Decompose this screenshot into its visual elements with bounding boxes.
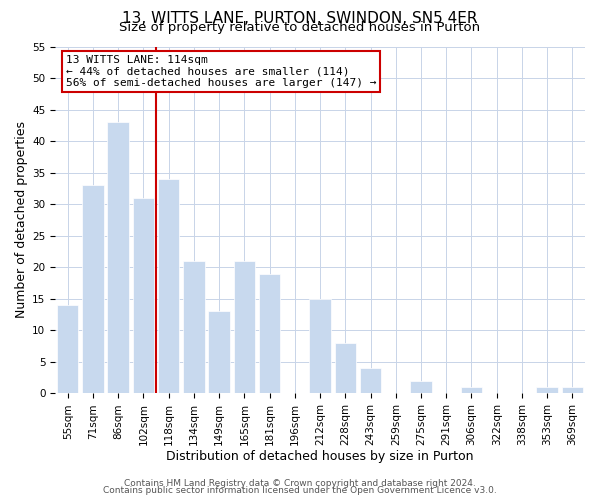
Bar [158,179,179,394]
Bar [536,387,558,394]
Bar [259,274,280,394]
Bar [461,387,482,394]
Bar [562,387,583,394]
Bar [57,305,79,394]
Bar [360,368,381,394]
X-axis label: Distribution of detached houses by size in Purton: Distribution of detached houses by size … [166,450,474,462]
Bar [183,261,205,394]
Bar [410,381,432,394]
Bar [208,312,230,394]
Bar [82,186,104,394]
Text: 13 WITTS LANE: 114sqm
← 44% of detached houses are smaller (114)
56% of semi-det: 13 WITTS LANE: 114sqm ← 44% of detached … [66,55,376,88]
Bar [335,343,356,394]
Text: 13, WITTS LANE, PURTON, SWINDON, SN5 4ER: 13, WITTS LANE, PURTON, SWINDON, SN5 4ER [122,11,478,26]
Bar [107,122,129,394]
Text: Contains public sector information licensed under the Open Government Licence v3: Contains public sector information licen… [103,486,497,495]
Text: Size of property relative to detached houses in Purton: Size of property relative to detached ho… [119,21,481,34]
Bar [233,261,255,394]
Bar [133,198,154,394]
Text: Contains HM Land Registry data © Crown copyright and database right 2024.: Contains HM Land Registry data © Crown c… [124,478,476,488]
Bar [310,299,331,394]
Y-axis label: Number of detached properties: Number of detached properties [15,122,28,318]
